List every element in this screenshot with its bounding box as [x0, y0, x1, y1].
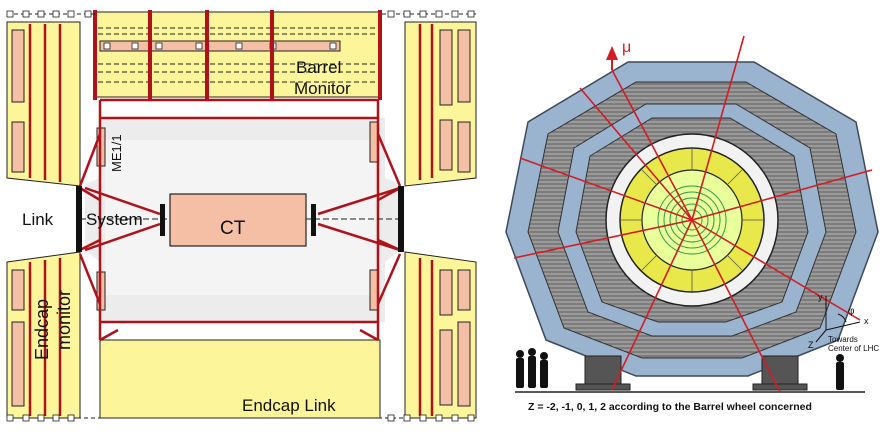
endcap-monitor-label-2: monitor — [54, 290, 74, 350]
link-system-schematic: Barrel Monitor ME1/1 Link System CT Endc… — [7, 10, 476, 421]
endcap-link-block — [100, 340, 380, 418]
endcap-link-label: Endcap Link — [242, 396, 336, 415]
ct-label: CT — [220, 218, 246, 239]
muon-label: μ — [622, 39, 631, 56]
barrel-monitor-label-2: Monitor — [294, 79, 351, 98]
system-label: System — [86, 210, 143, 229]
axis-z-label: Z — [808, 340, 814, 350]
endcap-monitor-label-1: Endcap — [32, 299, 52, 360]
muon-arrow-head — [606, 46, 618, 60]
ct-left-plate — [160, 204, 165, 236]
link-disk-left — [76, 186, 82, 252]
barrel-cross-section: μ y x Z φ Towards Center of LHC Z = -2, … — [506, 36, 879, 413]
ct-right-plate — [311, 204, 316, 236]
wheel-caption: Z = -2, -1, 0, 1, 2 according to the Bar… — [528, 401, 812, 413]
axis-x-label: x — [864, 316, 869, 326]
link-label: Link — [22, 210, 54, 229]
axis-y-label: y — [818, 292, 823, 302]
axis-phi-label: φ — [848, 306, 855, 317]
towards-label-2: Center of LHC — [828, 344, 879, 353]
towards-label-1: Towards — [828, 335, 858, 344]
link-disk-right — [398, 186, 404, 252]
barrel-monitor-label-1: Barrel — [296, 58, 341, 77]
me11-label: ME1/1 — [109, 134, 124, 172]
